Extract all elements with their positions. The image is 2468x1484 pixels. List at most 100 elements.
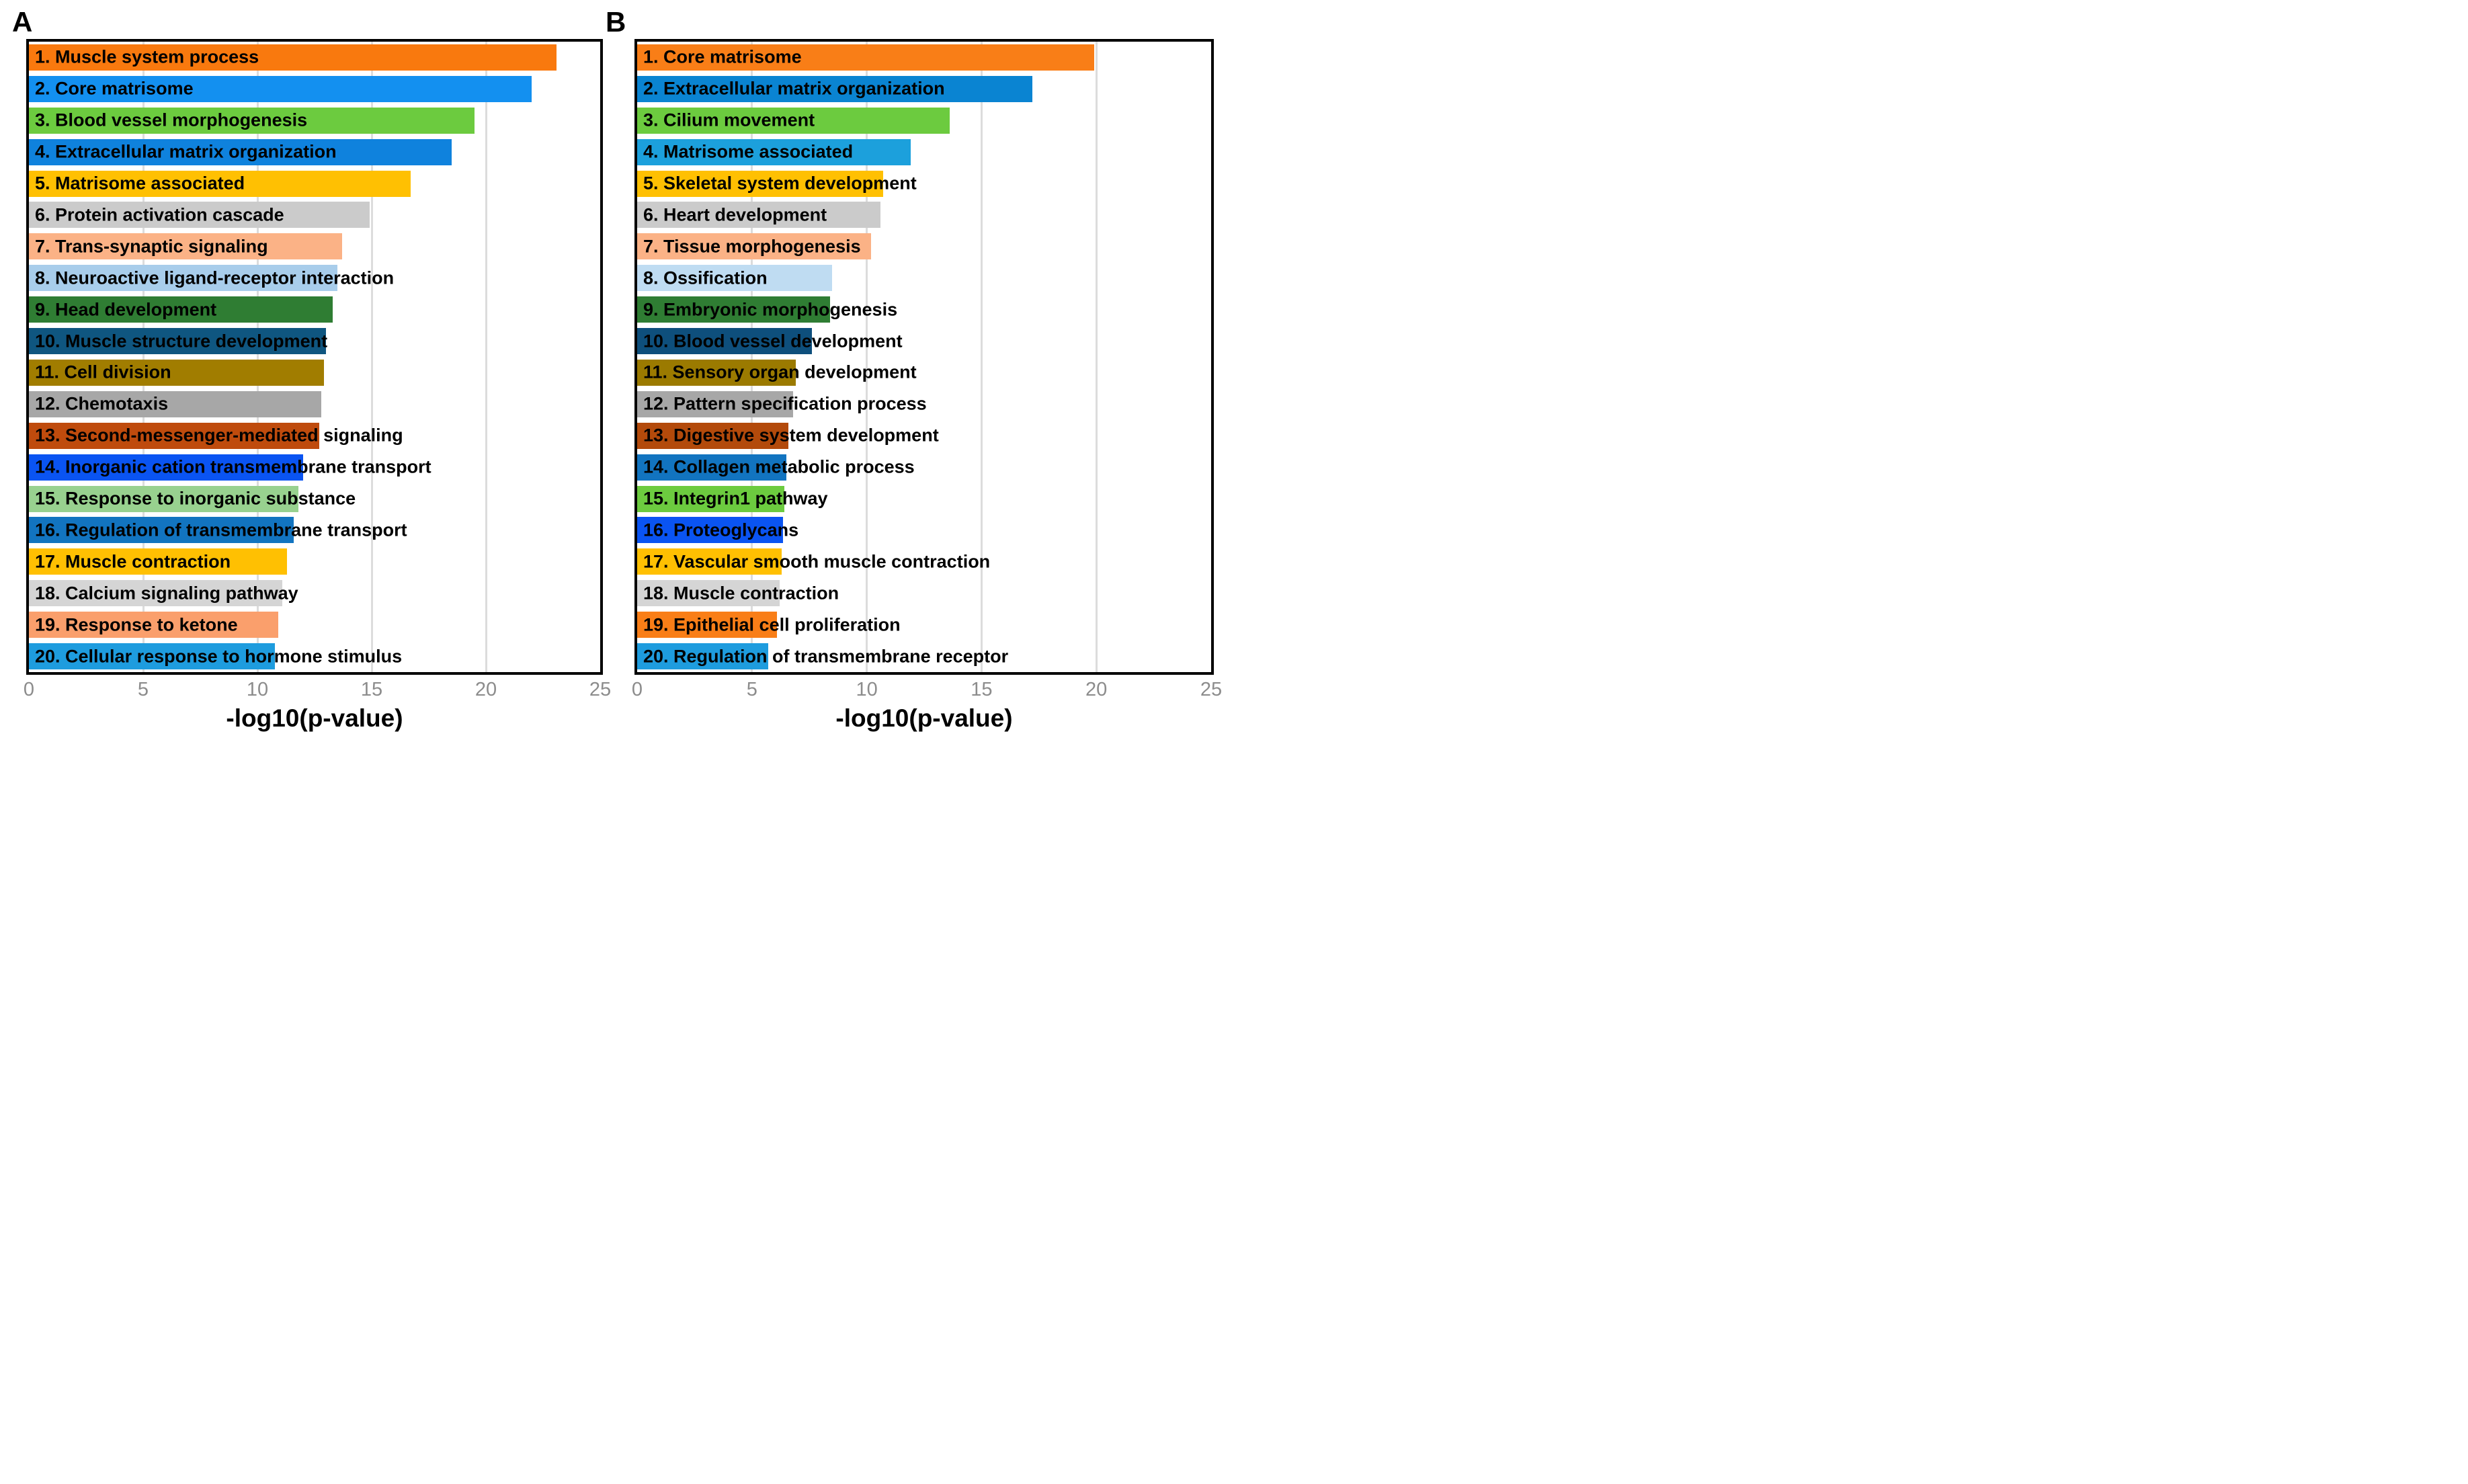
x-tick-label: 20: [475, 679, 497, 700]
bar-label: 3. Blood vessel morphogenesis: [35, 110, 308, 130]
bar: 17. Vascular smooth muscle contraction: [637, 548, 990, 575]
bar-label: 20. Cellular response to hormone stimulu…: [35, 646, 403, 667]
panel-a-plot-area: 1. Muscle system process 2. Core matrisom…: [26, 39, 603, 675]
gridline-x-10: [256, 42, 259, 672]
x-tick-label: 10: [246, 679, 269, 700]
bar: 2. Extracellular matrix organization: [637, 75, 1032, 102]
bar-label: 16. Regulation of transmembrane transpor…: [35, 520, 407, 540]
bar: 19. Epithelial cell proliferation: [637, 612, 901, 638]
bar: 18. Muscle contraction: [637, 580, 839, 607]
panel-b-x-axis-title: -log10(p-value): [835, 704, 1013, 732]
x-tick-label: 15: [360, 679, 383, 700]
bar-label: 19. Epithelial cell proliferation: [643, 614, 901, 635]
bar-label: 17. Muscle contraction: [35, 551, 231, 572]
bar-label: 8. Neuroactive ligand-receptor interacti…: [35, 267, 395, 288]
bar: 6. Protein activation cascade: [29, 202, 370, 229]
bar-label: 20. Regulation of transmembrane receptor: [643, 646, 1009, 667]
bar-label: 1. Muscle system process: [35, 46, 259, 67]
bar: 20. Cellular response to hormone stimulu…: [29, 643, 402, 670]
bar-label: 1. Core matrisome: [643, 46, 802, 67]
bar-label: 6. Protein activation cascade: [35, 204, 284, 225]
bar: 7. Trans-synaptic signaling: [29, 233, 342, 260]
gridline-x-5: [751, 42, 753, 672]
bar-label: 9. Embryonic morphogenesis: [643, 299, 898, 320]
bar: 4. Matrisome associated: [637, 138, 911, 165]
x-tick-label: 0: [631, 679, 643, 700]
x-tick-label: 5: [137, 679, 149, 700]
bar-label: 17. Vascular smooth muscle contraction: [643, 551, 991, 572]
x-tick-label: 0: [23, 679, 35, 700]
bar: 14. Inorganic cation transmembrane trans…: [29, 454, 431, 481]
bar-label: 12. Pattern specification process: [643, 393, 927, 414]
panel-b-plot-area: 1. Core matrisome 2. Extracellular matrix…: [634, 39, 1214, 675]
bar-label: 6. Heart development: [643, 204, 827, 225]
bar: 1. Muscle system process: [29, 44, 557, 71]
bar: 5. Skeletal system development: [637, 170, 917, 197]
gridline-x-15: [980, 42, 983, 672]
x-tick-label: 20: [1085, 679, 1108, 700]
bar-label: 12. Chemotaxis: [35, 393, 169, 414]
panel-a-x-axis-ticks: 0 5 10 15 20 25: [23, 679, 611, 704]
bar: 7. Tissue morphogenesis: [637, 233, 872, 260]
bar: 12. Pattern specification process: [637, 390, 927, 417]
panel-a-x-axis-title: -log10(p-value): [226, 704, 403, 732]
bar-label: 2. Extracellular matrix organization: [643, 78, 945, 99]
x-tick-label: 25: [1200, 679, 1223, 700]
bar-label: 15. Integrin1 pathway: [643, 488, 828, 509]
bar-label: 9. Head development: [35, 299, 217, 320]
gridline-x-5: [142, 42, 145, 672]
bar: 13. Digestive system development: [637, 422, 939, 449]
bar: 15. Integrin1 pathway: [637, 485, 828, 512]
bar-label: 14. Inorganic cation transmembrane trans…: [35, 456, 431, 477]
bar: 16. Regulation of transmembrane transpor…: [29, 517, 407, 544]
bar-label: 4. Matrisome associated: [643, 141, 854, 162]
panel-a-label: A: [12, 6, 33, 38]
bar: 17. Muscle contraction: [29, 548, 288, 575]
bar: 10. Blood vessel development: [637, 328, 903, 355]
bar-label: 16. Proteoglycans: [643, 520, 799, 540]
bar: 10. Muscle structure development: [29, 328, 328, 355]
gridline-x-20: [1095, 42, 1098, 672]
bar: 6. Heart development: [637, 202, 881, 229]
bar: 11. Sensory organ development: [637, 359, 917, 386]
x-tick-label: 5: [746, 679, 757, 700]
bar-label: 18. Calcium signaling pathway: [35, 583, 298, 604]
x-tick-label: 25: [589, 679, 612, 700]
bar: 1. Core matrisome: [637, 44, 1094, 71]
bar-label: 10. Muscle structure development: [35, 331, 328, 352]
bar: 12. Chemotaxis: [29, 390, 322, 417]
bar-label: 7. Trans-synaptic signaling: [35, 236, 268, 257]
bar: 14. Collagen metabolic process: [637, 454, 915, 481]
bar: 13. Second-messenger-mediated signaling: [29, 422, 403, 449]
bar: 2. Core matrisome: [29, 75, 532, 102]
bar-label: 15. Response to inorganic substance: [35, 488, 356, 509]
bar-label: 3. Cilium movement: [643, 110, 815, 130]
bar: 5. Matrisome associated: [29, 170, 411, 197]
gridline-x-15: [370, 42, 373, 672]
panel-b-label: B: [606, 6, 626, 38]
bar: 19. Response to ketone: [29, 612, 278, 638]
bar-label: 11. Sensory organ development: [643, 362, 917, 382]
bar: 16. Proteoglycans: [637, 517, 798, 544]
gridline-x-10: [866, 42, 868, 672]
bar: 9. Embryonic morphogenesis: [637, 296, 897, 323]
x-tick-label: 10: [856, 679, 878, 700]
bar: 15. Response to inorganic substance: [29, 485, 356, 512]
bar: 4. Extracellular matrix organization: [29, 138, 452, 165]
bar: 11. Cell division: [29, 359, 324, 386]
bar: 3. Cilium movement: [637, 107, 950, 134]
bar-label: 8. Ossification: [643, 267, 768, 288]
bar-label: 2. Core matrisome: [35, 78, 194, 99]
bar-label: 10. Blood vessel development: [643, 331, 903, 352]
bar: 8. Neuroactive ligand-receptor interacti…: [29, 265, 394, 292]
bar: 9. Head development: [29, 296, 333, 323]
bar-label: 5. Skeletal system development: [643, 173, 917, 194]
bar-label: 14. Collagen metabolic process: [643, 456, 915, 477]
bar: 8. Ossification: [637, 265, 833, 292]
bar: 20. Regulation of transmembrane receptor: [637, 643, 1008, 670]
bar-label: 11. Cell division: [35, 362, 171, 382]
gridline-x-20: [485, 42, 487, 672]
bar-label: 7. Tissue morphogenesis: [643, 236, 861, 257]
bar-label: 5. Matrisome associated: [35, 173, 245, 194]
bar-label: 4. Extracellular matrix organization: [35, 141, 337, 162]
